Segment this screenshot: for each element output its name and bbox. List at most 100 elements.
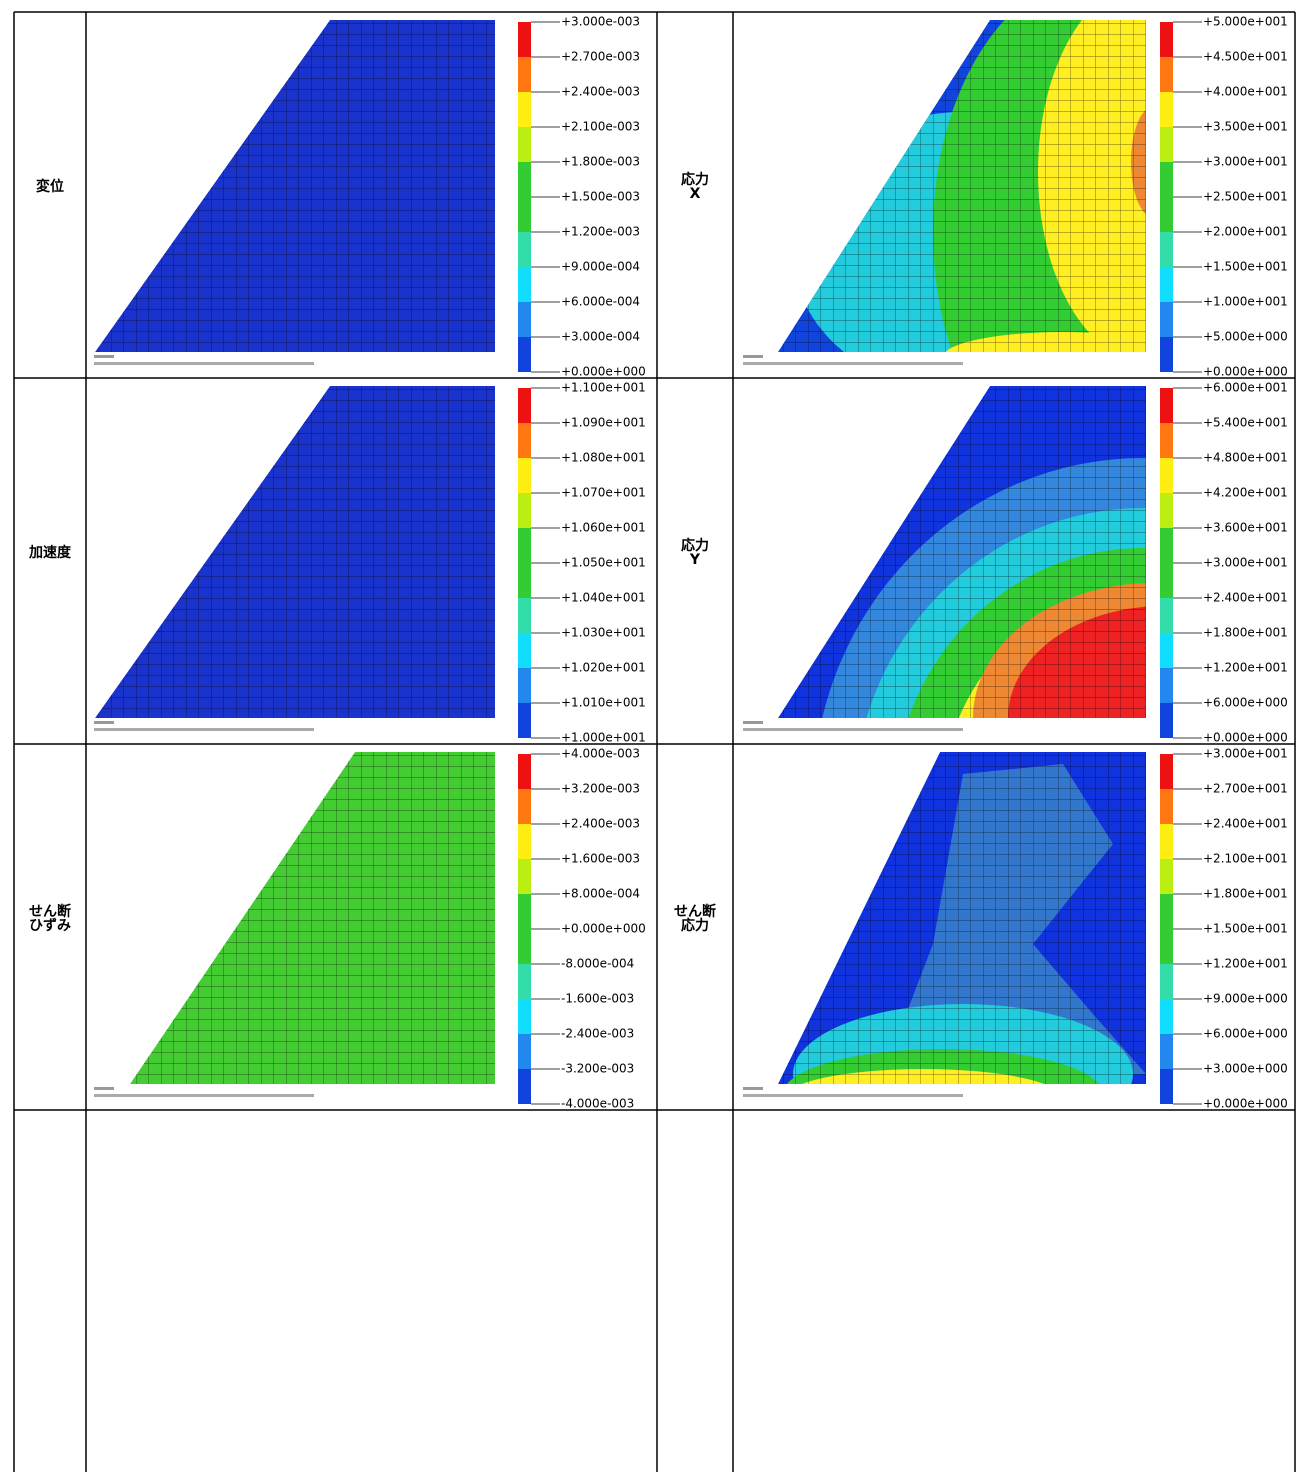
legend-label: +3.500e+001 — [1203, 120, 1288, 134]
legend-label: +1.000e+001 — [1203, 295, 1288, 309]
row-label: Y — [689, 552, 701, 568]
legend-swatch — [518, 754, 531, 789]
legend-swatch — [1160, 57, 1173, 92]
caption-line — [743, 355, 763, 358]
legend-label: +9.000e+000 — [1203, 992, 1288, 1006]
legend-swatch — [518, 528, 531, 563]
legend-label: +1.800e+001 — [1203, 626, 1288, 640]
legend-label: -2.400e-003 — [561, 1027, 634, 1041]
mesh — [130, 752, 495, 1084]
caption-line — [94, 721, 114, 724]
legend-swatch — [1160, 859, 1173, 894]
legend-swatch — [518, 1069, 531, 1104]
legend-swatch — [518, 162, 531, 197]
caption-line — [94, 362, 314, 365]
contour-region — [813, 1087, 933, 1117]
contour-panel: +6.000e+001 +5.400e+001 +4.800e+001 +4.200e… — [743, 381, 1288, 745]
legend-label: +3.000e+000 — [1203, 1062, 1288, 1076]
legend-label: +6.000e+000 — [1203, 696, 1288, 710]
legend-swatch — [518, 668, 531, 703]
table-borders — [13, 11, 1296, 1472]
legend-label: +6.000e+000 — [1203, 1027, 1288, 1041]
legend-label: +2.700e+001 — [1203, 782, 1288, 796]
caption-line — [743, 721, 763, 724]
legend-swatch — [1160, 598, 1173, 633]
legend-label: -4.000e-003 — [561, 1097, 634, 1111]
legend-label: +3.000e+001 — [1203, 556, 1288, 570]
legend-label: +3.000e-003 — [561, 15, 640, 29]
legend-swatch — [1160, 668, 1173, 703]
contour-panel: +3.000e+001 +2.700e+001 +2.400e+001 +2.100e… — [743, 747, 1288, 1117]
legend-swatch — [1160, 754, 1173, 789]
legend-label: -8.000e-004 — [561, 957, 634, 971]
legend-label: +2.100e-003 — [561, 120, 640, 134]
mesh-grid — [95, 386, 495, 718]
legend-label: +0.000e+000 — [561, 922, 646, 936]
legend-swatch — [518, 127, 531, 162]
legend-swatch — [518, 388, 531, 423]
legend-label: +4.000e-003 — [561, 747, 640, 761]
caption-line — [743, 1087, 763, 1090]
legend-swatch — [518, 302, 531, 337]
legend-swatch — [1160, 388, 1173, 423]
legend-label: +1.040e+001 — [561, 591, 646, 605]
mesh-grid — [130, 752, 495, 1084]
legend-swatch — [1160, 423, 1173, 458]
mesh — [95, 386, 495, 718]
legend-swatch — [518, 563, 531, 598]
legend-label: +2.500e+001 — [1203, 190, 1288, 204]
legend-swatch — [1160, 162, 1173, 197]
legend-swatch — [1160, 894, 1173, 929]
mesh-grid — [778, 752, 1146, 1084]
mesh — [778, 752, 1146, 1117]
legend-swatch — [518, 598, 531, 633]
legend-swatch — [1160, 789, 1173, 824]
legend-label: +2.400e+001 — [1203, 591, 1288, 605]
legend-label: +5.000e+001 — [1203, 15, 1288, 29]
legend-label: +1.050e+001 — [561, 556, 646, 570]
row-label: X — [690, 186, 701, 202]
legend-label: +5.000e+000 — [1203, 330, 1288, 344]
legend-swatch — [1160, 1069, 1173, 1104]
row-label: ひずみ — [29, 917, 71, 934]
legend-swatch — [518, 633, 531, 668]
legend-swatch — [1160, 92, 1173, 127]
legend-swatch — [518, 703, 531, 738]
legend-swatch — [518, 267, 531, 302]
legend-swatch — [518, 57, 531, 92]
legend-swatch — [518, 824, 531, 859]
legend-label: +4.800e+001 — [1203, 451, 1288, 465]
legend-swatch — [1160, 337, 1173, 372]
legend-label: +0.000e+000 — [1203, 1097, 1288, 1111]
legend-label: +4.200e+001 — [1203, 486, 1288, 500]
legend-label: +0.000e+000 — [561, 365, 646, 379]
legend-label: +1.060e+001 — [561, 521, 646, 535]
contour-panel: +3.000e-003 +2.700e-003 +2.400e-003 +2.100e… — [94, 15, 646, 379]
legend-swatch — [518, 92, 531, 127]
legend-label: +1.500e+001 — [1203, 922, 1288, 936]
legend-swatch — [1160, 528, 1173, 563]
legend-swatch — [518, 197, 531, 232]
caption-line — [94, 1094, 314, 1097]
legend-label: +2.000e+001 — [1203, 225, 1288, 239]
row-label: 応力 — [681, 537, 709, 554]
row-label: せん断 — [674, 903, 716, 920]
caption-line — [743, 1094, 963, 1097]
legend-swatch — [518, 232, 531, 267]
mesh — [95, 20, 495, 352]
legend-label: +1.200e+001 — [1203, 957, 1288, 971]
legend-label: +8.000e-004 — [561, 887, 640, 901]
row-label: 変位 — [36, 178, 64, 195]
legend-swatch — [1160, 22, 1173, 57]
caption-line — [743, 362, 963, 365]
legend-label: +2.400e-003 — [561, 817, 640, 831]
legend-swatch — [518, 894, 531, 929]
legend-swatch — [518, 789, 531, 824]
mesh-grid — [95, 20, 495, 352]
legend-label: +3.600e+001 — [1203, 521, 1288, 535]
caption-line — [743, 728, 963, 731]
legend-swatch — [1160, 999, 1173, 1034]
legend-swatch — [1160, 929, 1173, 964]
legend-label: +1.080e+001 — [561, 451, 646, 465]
